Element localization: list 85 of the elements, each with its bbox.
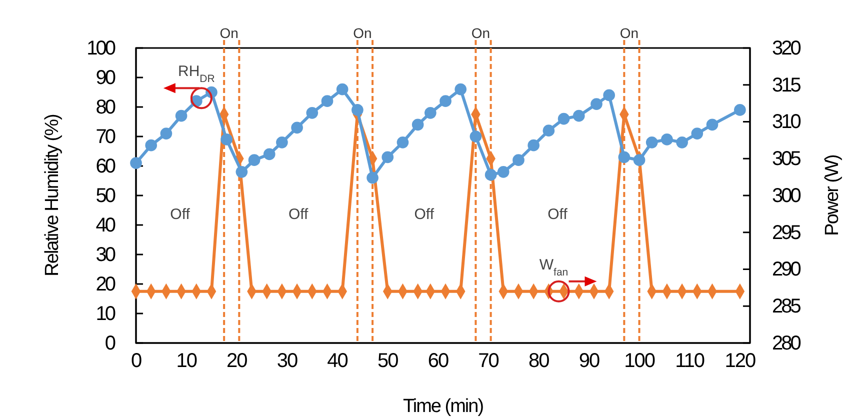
point: [175, 110, 188, 122]
x-tick-label: 100: [624, 350, 656, 372]
point: [528, 139, 540, 152]
point: [618, 151, 630, 164]
y-tick-label: 30: [96, 244, 116, 266]
point: [440, 95, 452, 108]
point: [336, 83, 348, 96]
point: [676, 136, 688, 148]
point: [160, 128, 172, 140]
y-tick-label: 100: [86, 37, 116, 60]
point: [572, 110, 585, 122]
y2-tick-label: 305: [772, 148, 802, 170]
x-tick-label: 50: [378, 350, 399, 372]
point: [706, 118, 718, 131]
point: [366, 172, 378, 184]
x-tick-label: 40: [327, 350, 348, 372]
y-tick-label: 90: [96, 66, 116, 89]
ref-line-label: On: [471, 25, 490, 41]
point: [512, 154, 524, 166]
y-tick-label: 70: [96, 126, 116, 148]
point: [542, 124, 555, 137]
point: [220, 134, 233, 146]
y-axis-title: Relative Humidity (%): [42, 114, 63, 276]
y-tick-label: 10: [96, 302, 116, 325]
ref-line-label: On: [220, 25, 238, 41]
point: [236, 166, 248, 178]
x-tick-label: 10: [176, 350, 198, 372]
y2-tick-label: 280: [772, 332, 802, 354]
y-tick-label: 50: [96, 184, 116, 207]
y2-tick-label: 285: [772, 296, 802, 318]
point: [396, 136, 409, 148]
y-tick-label: 60: [96, 155, 116, 178]
annotation: W$_{fan}$: [539, 256, 568, 278]
y-tick-label: 80: [96, 96, 116, 118]
point: [590, 98, 602, 110]
point: [306, 106, 318, 119]
x-tick-label: 120: [724, 350, 756, 372]
x-tick-label: 90: [578, 350, 600, 372]
point: [558, 112, 570, 125]
point: [661, 134, 673, 146]
x-tick-label: 0: [130, 350, 142, 372]
y-tick-label: 20: [96, 273, 116, 296]
x-tick-label: 30: [276, 350, 298, 372]
point: [646, 136, 658, 148]
point: [276, 136, 288, 148]
annotation: Off: [170, 206, 191, 224]
point: [352, 104, 364, 116]
y-tick-label: 40: [96, 214, 116, 236]
point: [691, 128, 704, 140]
point: [321, 95, 334, 108]
point: [424, 106, 436, 119]
point: [454, 83, 467, 96]
x-tick-label: 70: [478, 350, 500, 372]
x-tick-label: 80: [528, 350, 550, 372]
y2-tick-label: 300: [772, 184, 802, 207]
y2-tick-label: 310: [772, 111, 802, 134]
x-tick-label: 60: [428, 350, 449, 372]
point: [382, 151, 394, 164]
y-tick-label: 0: [104, 332, 116, 354]
point: [248, 154, 260, 166]
point: [734, 104, 746, 116]
point: [603, 89, 615, 102]
annotation: Off: [414, 206, 435, 224]
annotation: Off: [288, 206, 310, 224]
point: [633, 154, 646, 166]
y2-tick-label: 315: [772, 74, 802, 96]
point: [130, 157, 142, 169]
point: [145, 139, 158, 152]
point: [497, 166, 510, 178]
x-tick-label: 20: [226, 350, 248, 372]
ref-line-label: On: [353, 25, 372, 41]
point: [412, 118, 424, 131]
point: [484, 168, 497, 181]
x-tick-label: 110: [675, 350, 705, 372]
y2-axis-title: Power (W): [822, 154, 843, 236]
point: [263, 148, 276, 160]
x-axis-title: Time (min): [402, 396, 484, 417]
annotation: Off: [548, 206, 568, 224]
y2-tick-label: 295: [772, 222, 802, 244]
point: [470, 130, 482, 142]
annotation: RH$_{DR}$: [178, 63, 216, 86]
y2-tick-label: 290: [772, 258, 802, 281]
ref-line-label: On: [620, 25, 639, 41]
point: [291, 122, 303, 134]
y2-tick-label: 320: [772, 37, 802, 60]
